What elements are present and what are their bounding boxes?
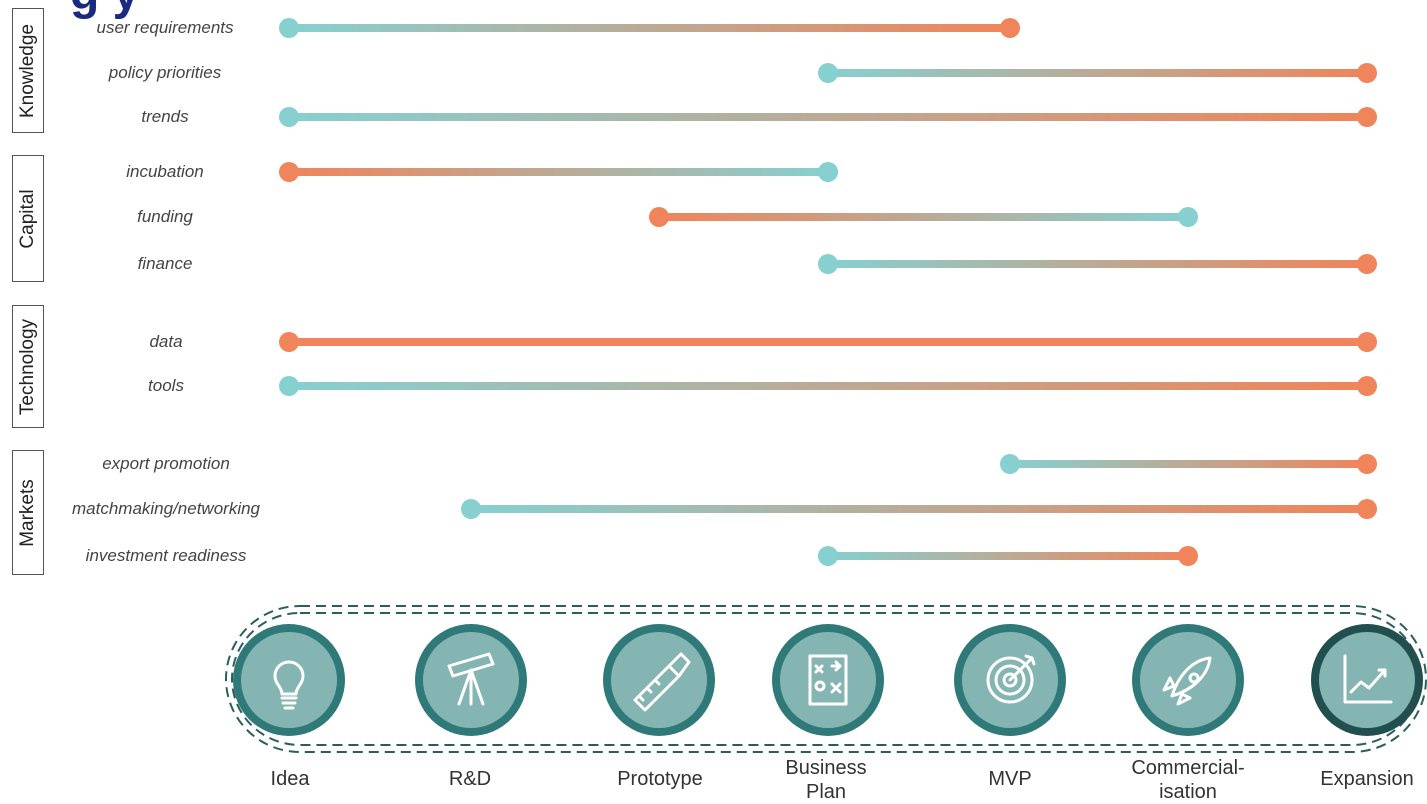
bar-start-dot — [1000, 454, 1020, 474]
bar-start-dot — [818, 63, 838, 83]
bar-end-dot — [1357, 254, 1377, 274]
row-label: investment readiness — [85, 546, 247, 565]
growth-chart-icon — [1343, 654, 1393, 704]
row-label: incubation — [126, 162, 204, 181]
stage-label: Commercial- isation — [1131, 757, 1245, 803]
bar-end-dot — [1178, 546, 1198, 566]
telescope-icon — [447, 652, 495, 706]
stage-3 — [603, 624, 715, 736]
bar-end-dot — [1357, 332, 1377, 352]
bar-start-dot — [279, 332, 299, 352]
bar-start-dot — [279, 376, 299, 396]
stage-1 — [233, 624, 345, 736]
bar-end-dot — [1357, 454, 1377, 474]
bar-end-dot — [1357, 499, 1377, 519]
row-label: tools — [148, 376, 184, 395]
category-label: Markets — [17, 478, 38, 547]
category-label: Technology — [17, 318, 38, 415]
target-icon — [986, 654, 1036, 704]
row-label: export promotion — [102, 454, 230, 473]
stage-label: Expansion — [1320, 768, 1414, 790]
bar-start-dot — [279, 18, 299, 38]
category-box: Capital — [12, 155, 44, 282]
category-box: Knowledge — [12, 8, 44, 133]
title-fragment: g y — [70, 0, 139, 21]
category-label: Knowledge — [17, 23, 38, 118]
stage-label: Idea — [270, 768, 310, 790]
lightbulb-icon — [273, 660, 305, 710]
stage-label: MVP — [988, 768, 1032, 790]
category-label: Capital — [17, 188, 38, 249]
bar-end-dot — [818, 162, 838, 182]
bar-end-dot — [1357, 376, 1377, 396]
stage-label: Prototype — [617, 768, 703, 790]
row-label: policy priorities — [108, 63, 222, 82]
stage-label: Business Plan — [785, 757, 867, 803]
row-label: matchmaking/networking — [71, 499, 261, 518]
bar-end-dot — [1357, 63, 1377, 83]
row-label: trends — [141, 107, 189, 126]
stage-label: R&D — [448, 768, 492, 790]
saw-icon — [633, 652, 691, 712]
bar-start-dot — [461, 499, 481, 519]
bar-end-dot — [1357, 107, 1377, 127]
row-label: funding — [137, 207, 193, 226]
bar-start-dot — [279, 162, 299, 182]
bar-end-dot — [1000, 18, 1020, 38]
category-box: Technology — [12, 305, 44, 428]
stage-4 — [772, 624, 884, 736]
bar-start-dot — [279, 107, 299, 127]
bar-start-dot — [818, 254, 838, 274]
stage-5 — [954, 624, 1066, 736]
row-label: finance — [137, 254, 193, 273]
category-box: Markets — [12, 450, 44, 575]
rocket-icon — [1162, 656, 1212, 706]
stage-frame — [225, 605, 1427, 753]
row-label: data — [149, 332, 183, 351]
row-label: user requirements — [96, 18, 234, 37]
stage-6 — [1132, 624, 1244, 736]
stage-7 — [1311, 624, 1423, 736]
bar-start-dot — [649, 207, 669, 227]
bar-end-dot — [1178, 207, 1198, 227]
stage-2 — [415, 624, 527, 736]
bar-start-dot — [818, 546, 838, 566]
strategy-board-icon — [808, 654, 848, 706]
